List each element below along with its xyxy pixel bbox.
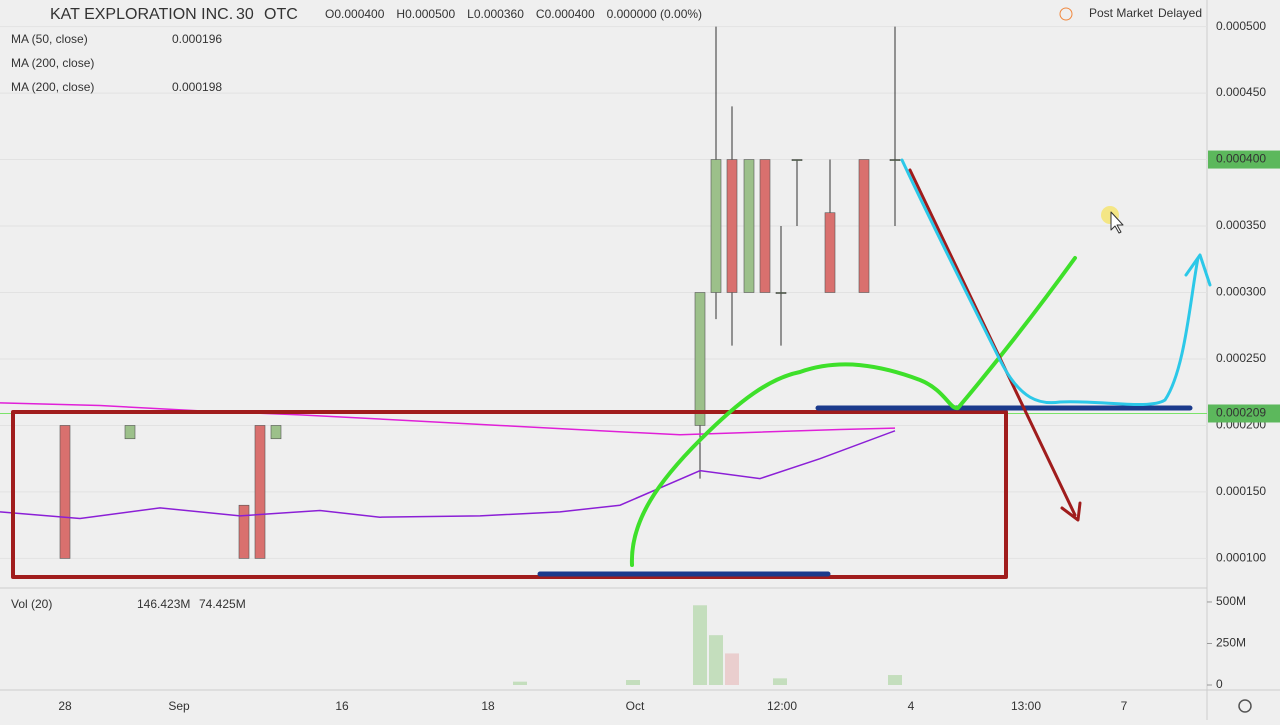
candle-body [889,159,901,161]
volume-legend: Vol (20) [11,597,52,611]
x-tick-label: 4 [908,699,915,713]
x-tick-label: 28 [58,699,72,713]
status: Delayed [1158,6,1202,20]
candle-body [270,425,282,440]
candle-body [759,159,771,293]
price-marker-label: 0.000400 [1216,152,1266,166]
y-tick-label: 0.000300 [1216,285,1266,299]
x-tick-label: 7 [1121,699,1128,713]
candle-body [254,425,266,559]
annotation-curve [629,256,1077,567]
ohlc-value: 0.000400 [545,7,595,21]
x-tick-label: Oct [626,699,645,713]
volume-tick-label: 0 [1216,677,1223,691]
price-marker-box [1208,150,1280,169]
volume-tick-label: 250M [1216,636,1246,650]
legend-name[interactable]: MA (200, close) [11,56,94,70]
ma-line [0,430,896,520]
y-tick-label: 0.000500 [1216,19,1266,33]
ohlc-value: 0.000360 [474,7,524,21]
annotations [11,158,1212,579]
legend-name[interactable]: MA (200, close) [11,80,94,94]
settings-icon[interactable] [1238,699,1252,713]
annotation-arrow [900,158,1212,407]
cursor [1110,211,1124,234]
y-tick-label: 0.000350 [1216,218,1266,232]
price-marker-label: 0.000209 [1216,406,1266,420]
legend-value: 0.000198 [172,80,222,94]
volume-legend-value: 74.425M [199,597,246,611]
ohlc-value: 0.000400 [334,7,384,21]
ohlc-label: L [467,7,474,21]
symbol-title: KAT EXPLORATION INC. [50,6,233,23]
y-tick-label: 0.000450 [1216,85,1266,99]
candle-body [824,212,836,293]
interval: 30 [236,6,254,23]
volume-bar [725,653,739,685]
x-tick-label: Sep [168,699,190,713]
annotation-box [11,410,1008,579]
y-tick-label: 0.000250 [1216,351,1266,365]
legend-name[interactable]: MA (50, close) [11,32,88,46]
candle-body [791,159,803,161]
exchange: OTC [264,6,298,23]
ohlc-label: C [536,7,545,21]
ohlc-label: H [396,7,405,21]
candle-body [59,425,71,559]
legend-value: 0.000196 [172,32,222,46]
x-tick-label: 13:00 [1011,699,1041,713]
y-tick-label: 0.000100 [1216,551,1266,565]
ohlc-value: 0.000500 [405,7,455,21]
candle-body [743,159,755,293]
volume-bar [693,605,707,685]
candle-body [710,159,722,293]
volume-bar [709,635,723,685]
volume-bar [888,675,902,685]
volume-legend-value: 146.423M [137,597,190,611]
x-tick-label: 12:00 [767,699,797,713]
candle-body [775,292,787,294]
x-tick-label: 16 [335,699,349,713]
volume-bar [626,680,640,685]
status: Post Market [1089,6,1154,20]
price-marker-box [1208,404,1280,423]
x-tick-label: 18 [481,699,495,713]
ma-line [0,402,896,436]
volume-bar [773,678,787,685]
candle-body [694,292,706,426]
candle-body [858,159,870,293]
ohlc-label: O [325,7,334,21]
volume-tick-label: 500M [1216,594,1246,608]
y-tick-label: 0.000150 [1216,484,1266,498]
ohlc-value: 0.000000 (0.00%) [607,7,702,21]
alert-icon [1059,7,1073,21]
volume-bar [513,681,527,685]
candle-body [238,504,250,559]
candle-body [124,425,136,440]
candle-body [726,159,738,293]
